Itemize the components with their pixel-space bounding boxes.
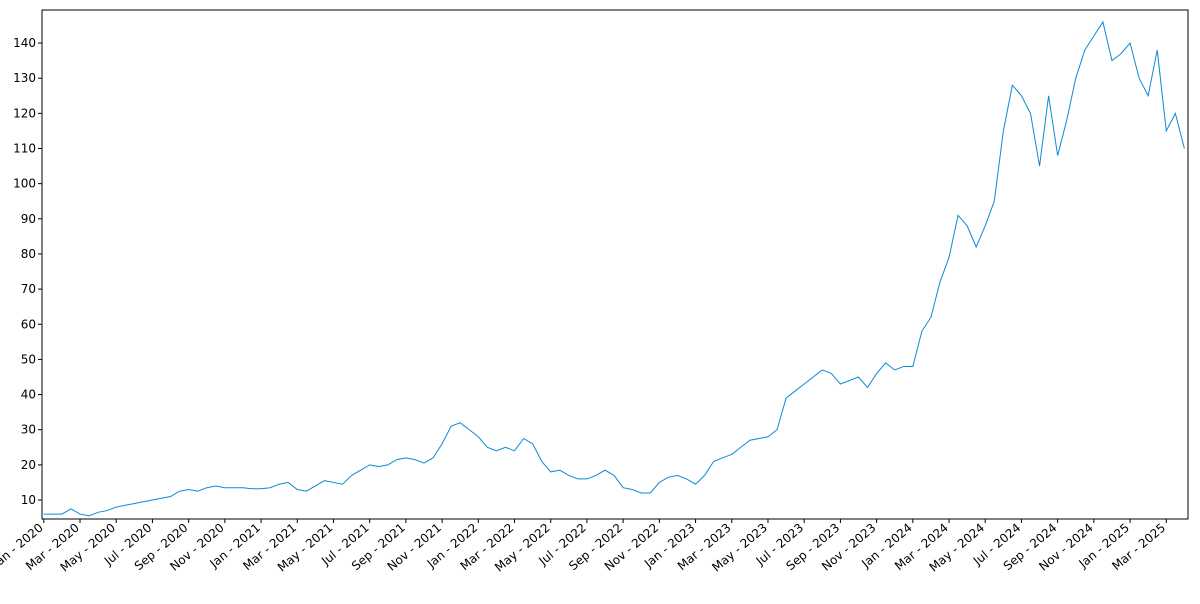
y-tick-label: 100	[13, 177, 36, 191]
y-tick-label: 10	[21, 493, 36, 507]
y-tick-label: 50	[21, 352, 36, 366]
y-tick-label: 80	[21, 247, 36, 261]
y-tick-label: 90	[21, 212, 36, 226]
y-tick-label: 130	[13, 71, 36, 85]
y-tick-label: 70	[21, 282, 36, 296]
plot-frame	[41, 9, 1189, 520]
y-tick-label: 40	[21, 388, 36, 402]
y-tick-label: 60	[21, 317, 36, 331]
y-tick-label: 20	[21, 458, 36, 472]
y-tick-label: 120	[13, 106, 36, 120]
y-tick-label: 110	[13, 141, 36, 155]
y-tick-label: 140	[13, 36, 36, 50]
y-tick-label: 30	[21, 423, 36, 437]
price-line	[43, 20, 1185, 517]
